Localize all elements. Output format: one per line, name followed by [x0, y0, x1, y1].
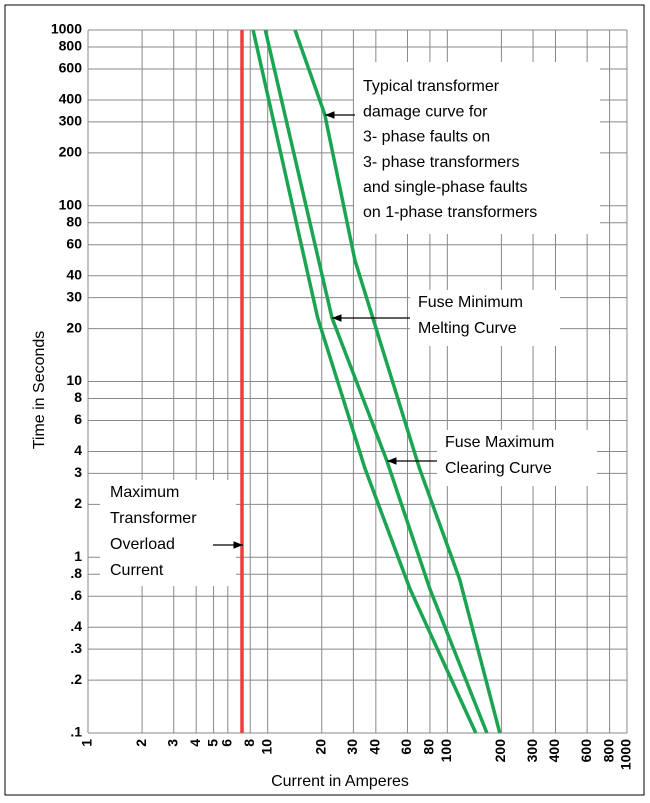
annotation-text: damage curve for: [363, 103, 488, 120]
y-tick-label: .1: [70, 724, 82, 740]
annotation-box: [100, 480, 236, 586]
y-tick-label: 8: [74, 389, 82, 405]
x-tick-label: 3: [164, 739, 180, 747]
y-tick-label: 20: [66, 319, 82, 335]
x-tick-label: 100: [438, 739, 454, 763]
x-tick-label: 1: [79, 739, 95, 747]
x-tick-label: 4: [187, 739, 203, 747]
y-tick-label: 100: [59, 196, 83, 212]
annotation-text: Clearing Curve: [445, 460, 552, 477]
y-axis-label: Time in Seconds: [31, 331, 48, 450]
y-tick-label: 30: [66, 288, 82, 304]
x-tick-label: 200: [492, 739, 508, 763]
annotation-text: Overload: [110, 536, 175, 553]
y-tick-label: 600: [59, 60, 83, 76]
x-tick-label: 10: [258, 739, 274, 755]
curve: [293, 29, 502, 734]
x-tick-label: 2: [133, 739, 149, 747]
annotation-text: 3- phase transformers: [363, 154, 520, 171]
x-axis-label: Current in Amperes: [271, 773, 409, 790]
y-tick-label: .8: [70, 565, 82, 581]
annotation-text: Fuse Minimum: [418, 294, 523, 311]
y-tick-label: 80: [66, 213, 82, 229]
annotation-text: Maximum: [110, 484, 179, 501]
y-tick-label: 10: [66, 372, 82, 388]
y-tick-label: 300: [59, 113, 83, 129]
annotation-text: on 1-phase transformers: [363, 204, 537, 221]
x-tick-label: 5: [204, 739, 220, 747]
y-tick-label: .6: [70, 587, 82, 603]
x-tick-label: 20: [312, 739, 328, 755]
curve: [263, 29, 489, 734]
y-tick-label: 2: [74, 495, 82, 511]
y-tick-label: .3: [70, 640, 82, 656]
y-tick-label: 400: [59, 91, 83, 107]
x-tick-label: 1000: [618, 739, 634, 770]
annotation-text: 3- phase faults on: [363, 129, 490, 146]
annotation-box: [354, 62, 600, 234]
y-tick-label: 1000: [51, 21, 82, 37]
x-tick-label: 400: [546, 739, 562, 763]
annotation-text: Fuse Maximum: [445, 434, 554, 451]
annotation-text: Transformer: [110, 510, 197, 527]
annotation-box: [410, 290, 560, 346]
curve: [251, 29, 478, 734]
y-tick-label: 3: [74, 464, 82, 480]
annotations: Typical transformer damage curve for 3- ph…: [100, 62, 600, 586]
y-tick-label: 40: [66, 266, 82, 282]
y-tick-label: 60: [66, 235, 82, 251]
x-tick-label: 800: [600, 739, 616, 763]
x-tick-label: 6: [219, 739, 235, 747]
y-tick-label: .4: [70, 618, 82, 634]
annotation-text: and single-phase faults: [363, 179, 528, 196]
y-tick-label: 1: [74, 548, 82, 564]
y-tick-label: 4: [74, 442, 82, 458]
y-tick-label: 6: [74, 411, 82, 427]
x-tick-label: 80: [421, 739, 437, 755]
x-tick-label: 600: [578, 739, 594, 763]
x-tick-label: 300: [524, 739, 540, 763]
x-tick-label: 40: [367, 739, 383, 755]
x-tick-label: 60: [398, 739, 414, 755]
x-tick-label: 30: [344, 739, 360, 755]
x-tick-label: 8: [241, 739, 257, 747]
annotation-text: Melting Curve: [418, 320, 517, 337]
annotation-text: Typical transformer: [363, 78, 500, 95]
y-tick-label: .2: [70, 671, 82, 687]
curves: [240, 29, 502, 734]
annotation-box: [437, 430, 597, 486]
y-tick-label: 800: [59, 38, 83, 54]
annotation-text: Current: [110, 562, 164, 579]
y-tick-label: 200: [59, 144, 83, 160]
